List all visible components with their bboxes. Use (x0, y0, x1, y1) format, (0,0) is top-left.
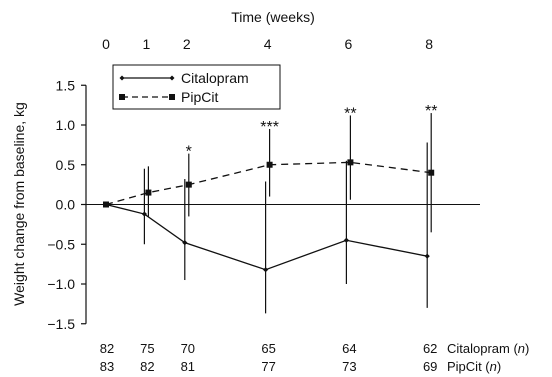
y-tick-label: 1.5 (56, 77, 76, 93)
n-table: 82 75 70 65 64 62 Citalopram (n) 83 82 81 77 73 69 Pi… (100, 341, 530, 374)
y-axis-label: Weight change from baseline, kg (11, 102, 27, 306)
top-tick-label: 6 (345, 36, 353, 52)
n-count-pipcit: 82 (140, 359, 154, 374)
y-tick-label: −1.5 (47, 316, 75, 332)
legend-marker-citalopram (119, 75, 125, 81)
n-count-citalopram: 65 (261, 341, 275, 356)
y-tick-label: 0.5 (56, 157, 76, 173)
series-line-pipcit (105, 161, 432, 206)
significance-label: *** (260, 119, 279, 136)
n-count-pipcit: 81 (181, 359, 195, 374)
point-citalopram (263, 267, 269, 273)
significance-label: ** (344, 105, 356, 122)
top-tick-label: 8 (425, 36, 433, 52)
top-tick-label: 2 (183, 36, 191, 52)
y-tick-label: 1.0 (56, 117, 76, 133)
legend: Citalopram PipCit (112, 64, 281, 110)
legend-label-pipcit: PipCit (181, 89, 218, 105)
legend-label-citalopram: Citalopram (181, 70, 249, 86)
legend-box (112, 64, 281, 110)
legend-marker-citalopram (169, 75, 175, 81)
significance-label: * (186, 144, 192, 161)
point-citalopram (182, 240, 188, 246)
y-tick-label: −0.5 (47, 236, 75, 252)
n-count-pipcit: 73 (342, 359, 356, 374)
top-tick-label: 4 (264, 36, 272, 52)
significance-label: ** (425, 103, 437, 120)
n-count-citalopram: 70 (181, 341, 195, 356)
y-tick-label: 0.0 (56, 197, 76, 213)
n-count-citalopram: 62 (423, 341, 437, 356)
n-count-pipcit: 77 (261, 359, 275, 374)
n-count-citalopram: 64 (342, 341, 356, 356)
n-count-citalopram: 82 (100, 341, 114, 356)
point-pipcit (103, 201, 109, 208)
n-count-citalopram: 75 (140, 341, 154, 356)
legend-marker-pipcit (169, 94, 175, 100)
top-tick-label: 1 (143, 36, 151, 52)
n-count-pipcit: 83 (100, 359, 114, 374)
point-pipcit (266, 161, 273, 168)
legend-marker-pipcit (119, 94, 125, 100)
point-pipcit (347, 159, 354, 166)
axes: −1.5 −1.0 −0.5 0.0 0.5 1.0 1.5 (47, 77, 480, 332)
n-row-label-citalopram: Citalopram (n) (447, 341, 529, 356)
point-citalopram (343, 237, 349, 243)
point-pipcit (185, 181, 192, 188)
point-citalopram (141, 211, 147, 217)
point-pipcit (145, 189, 152, 196)
top-axis-label: Time (weeks) (231, 9, 315, 25)
series-line-citalopram (105, 203, 428, 271)
top-axis-ticks: 0 1 2 4 6 8 (102, 36, 433, 52)
top-tick-label: 0 (102, 36, 110, 52)
plot-area: ****** ** (103, 103, 437, 314)
y-tick-label: −1.0 (47, 276, 75, 292)
n-row-label-pipcit: PipCit (n) (447, 359, 501, 374)
point-citalopram (424, 253, 430, 259)
n-count-pipcit: 69 (423, 359, 437, 374)
point-pipcit (428, 169, 435, 176)
